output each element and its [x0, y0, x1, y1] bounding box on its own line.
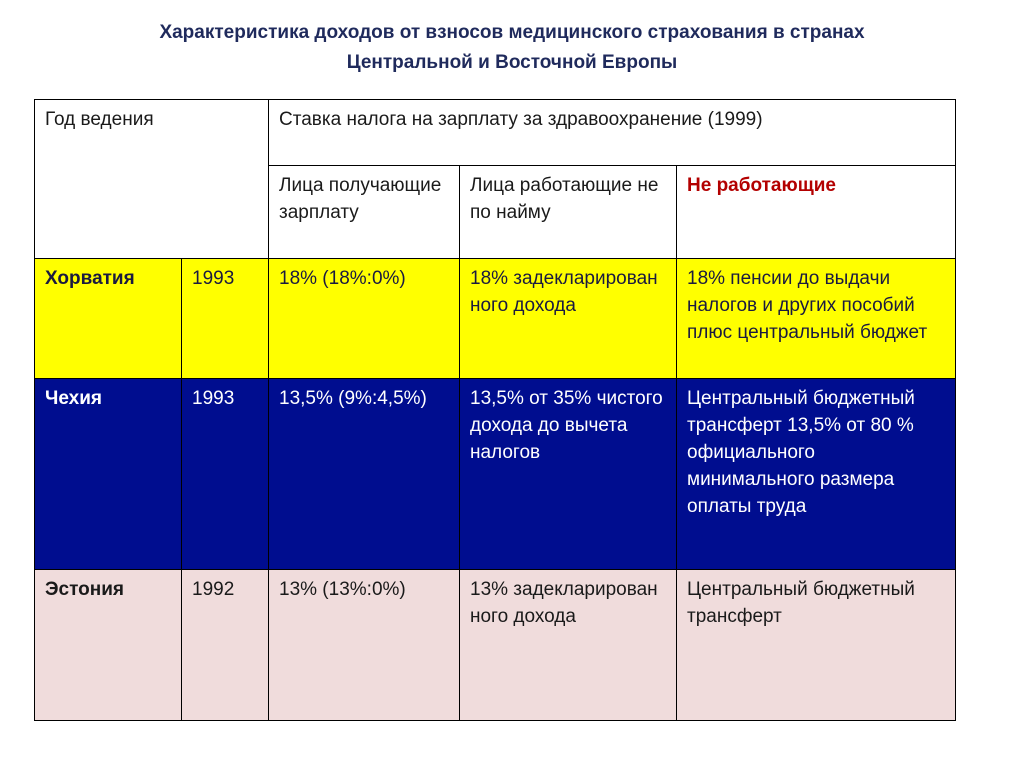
- insurance-table: Год ведения Ставка налога на зарплату за…: [34, 99, 957, 721]
- title-line-2: Центральной и Восточной Европы: [346, 52, 678, 73]
- table-row: Хорватия 1993 18% (18%:0%) 18% задеклари…: [34, 258, 957, 379]
- self-employed-cell: 13,5% от 35% чистого дохода до вычета на…: [459, 378, 677, 570]
- year-cell: 1992: [181, 569, 269, 721]
- employed-cell: 13% (13%:0%): [268, 569, 460, 721]
- title-line-1: Характеристика доходов от взносов медици…: [159, 22, 865, 43]
- year-cell: 1993: [181, 378, 269, 570]
- self-employed-cell: 13% задекларирован ного дохода: [459, 569, 677, 721]
- page-title: Характеристика доходов от взносов медици…: [0, 18, 1024, 78]
- header-non-working: Не работающие: [687, 175, 836, 196]
- table-row: Эстония 1992 13% (13%:0%) 13% задекларир…: [34, 569, 957, 721]
- header-employed: Лица получающие зарплату: [268, 165, 460, 259]
- header-rate-group: Ставка налога на зарплату за здравоохран…: [267, 99, 957, 166]
- header-year: Год ведения: [34, 99, 269, 259]
- country-cell: Эстония: [34, 569, 182, 721]
- employed-cell: 13,5% (9%:4,5%): [268, 378, 460, 570]
- year-cell: 1993: [181, 258, 269, 379]
- header-self-employed: Лица работающие не по найму: [459, 165, 677, 259]
- non-working-cell: Центральный бюджетный трансферт 13,5% от…: [675, 378, 957, 570]
- country-cell: Чехия: [34, 378, 182, 570]
- table-row: Чехия 1993 13,5% (9%:4,5%) 13,5% от 35% …: [34, 378, 957, 570]
- country-cell: Хорватия: [34, 258, 182, 379]
- employed-cell: 18% (18%:0%): [268, 258, 460, 379]
- self-employed-cell: 18% задекларирован ного дохода: [459, 258, 677, 379]
- non-working-cell: 18% пенсии до выдачи налогов и других по…: [675, 258, 957, 379]
- non-working-cell: Центральный бюджетный трансферт: [675, 569, 957, 721]
